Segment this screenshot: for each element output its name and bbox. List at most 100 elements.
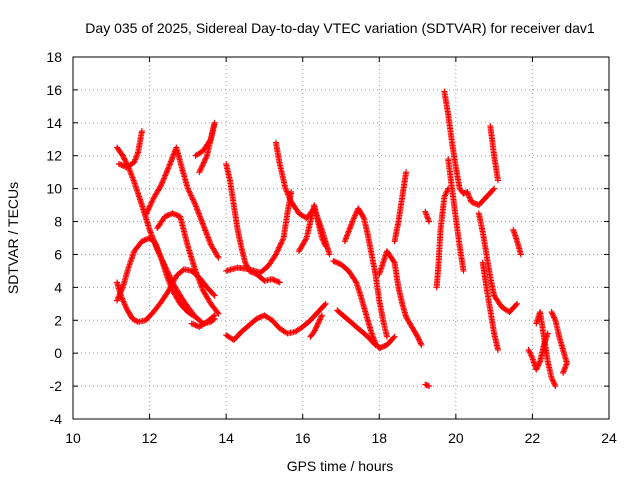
data-point-marker [326, 251, 333, 258]
data-point-marker [550, 378, 557, 385]
data-point-marker [549, 376, 556, 383]
x-tick-label: 10 [65, 430, 81, 446]
data-point-marker [147, 202, 154, 209]
data-point-marker [316, 316, 323, 323]
data-point-marker [279, 236, 286, 243]
data-point-marker [443, 189, 450, 196]
data-point-marker [314, 321, 321, 328]
data-point-marker [551, 314, 558, 321]
data-point-marker [494, 346, 501, 353]
data-point-marker [494, 177, 501, 184]
data-point-marker [198, 165, 205, 172]
x-tick-label: 22 [525, 430, 541, 446]
data-point-marker [188, 193, 195, 200]
data-point-marker [352, 278, 359, 285]
data-point-marker [360, 214, 367, 221]
data-point-marker [426, 218, 433, 225]
y-tick-label: 10 [46, 181, 62, 197]
data-point-marker [275, 245, 282, 252]
data-point-marker [276, 279, 283, 286]
data-point-marker [214, 253, 221, 260]
data-point-marker [147, 200, 154, 207]
data-point-marker [311, 327, 318, 334]
y-tick-label: 12 [46, 148, 62, 164]
data-point-marker [161, 173, 168, 180]
data-point-marker [550, 313, 557, 320]
data-point-marker [144, 209, 151, 216]
data-point-marker [162, 172, 169, 179]
data-point-marker [390, 334, 397, 341]
data-point-marker [390, 258, 397, 265]
data-point-marker [203, 154, 210, 161]
data-point-marker [526, 349, 533, 356]
data-point-marker [525, 346, 532, 353]
data-point-marker [277, 241, 284, 248]
data-point-marker [202, 155, 209, 162]
data-point-marker [527, 351, 534, 358]
y-tick-label: 16 [46, 82, 62, 98]
data-point-marker [534, 363, 541, 370]
data-point-marker [191, 199, 198, 206]
data-point-marker [200, 160, 207, 167]
data-point-marker [171, 276, 178, 283]
data-point-marker [560, 369, 567, 376]
x-tick-label: 14 [218, 430, 234, 446]
data-point-marker [191, 313, 198, 320]
axis-ticks [72, 56, 610, 420]
data-point-marker [415, 336, 422, 343]
data-point-marker [526, 348, 533, 355]
data-point-marker [528, 353, 535, 360]
x-tick-labels: 10 12 14 16 18 20 22 24 [65, 430, 617, 446]
data-point-marker [149, 198, 156, 205]
data-point-marker [315, 320, 322, 327]
data-point-marker [549, 377, 556, 384]
data-point-marker [278, 240, 285, 247]
data-point-marker [313, 323, 320, 330]
data-point-marker [159, 179, 166, 186]
data-point-marker [312, 326, 319, 333]
data-point-marker [313, 324, 320, 331]
data-point-marker [276, 243, 283, 250]
data-point-marker [188, 192, 195, 199]
y-tick-label: 8 [54, 214, 62, 230]
data-point-marker [144, 207, 151, 214]
data-point-marker [200, 159, 207, 166]
data-point-marker [198, 163, 205, 170]
data-point-marker [242, 259, 249, 266]
data-point-marker [163, 169, 170, 176]
data-point-marker [215, 310, 222, 317]
chart-title: Day 035 of 2025, Sidereal Day-to-day VTE… [85, 20, 595, 36]
data-point-marker [514, 300, 521, 307]
data-point-marker [315, 319, 322, 326]
y-tick-label: 0 [54, 345, 62, 361]
data-point-marker [414, 333, 421, 340]
data-point-marker [391, 333, 398, 340]
data-point-marker [211, 312, 218, 319]
data-point-marker [417, 339, 424, 346]
y-tick-label: 4 [54, 279, 62, 295]
data-point-marker [418, 341, 425, 348]
y-tick-label: 2 [54, 312, 62, 328]
data-point-marker [274, 247, 281, 254]
data-point-marker [159, 178, 166, 185]
data-point-marker [302, 236, 309, 243]
data-point-marker [318, 235, 325, 241]
data-point-marker [274, 248, 281, 255]
data-point-marker [322, 243, 329, 250]
data-point-marker [120, 154, 127, 161]
x-tick-label: 16 [295, 430, 311, 446]
data-point-marker [278, 239, 285, 246]
data-point-marker [535, 362, 542, 369]
data-point-marker [158, 182, 165, 189]
data-point-marker [535, 361, 542, 368]
data-point-marker [491, 185, 498, 192]
data-point-marker [143, 210, 150, 217]
data-point-marker [316, 317, 323, 324]
data-point-marker [186, 188, 193, 195]
data-point-marker [273, 250, 280, 257]
data-point-marker [214, 309, 221, 316]
data-point-marker [460, 267, 467, 274]
data-point-marker [142, 211, 149, 218]
data-point-marker [548, 374, 555, 381]
